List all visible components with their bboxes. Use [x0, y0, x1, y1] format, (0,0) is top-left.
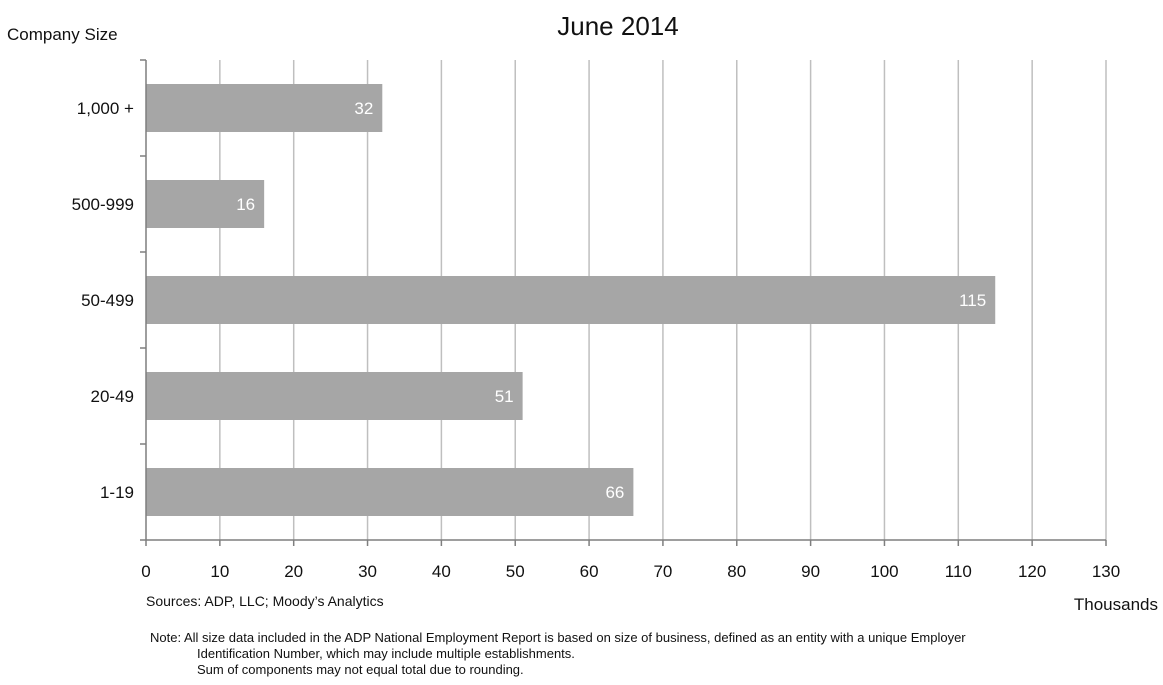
- bar: [146, 180, 265, 228]
- note-text-1: All size data included in the ADP Nation…: [183, 630, 966, 645]
- data-label: 32: [354, 99, 373, 118]
- x-tick-labels: 0 10 20 30 40 50 60 70 80 90 100 110 120 130: [141, 562, 1120, 581]
- note-block: Note: All size data included in the ADP …: [150, 630, 966, 678]
- x-tick-label: 60: [580, 562, 599, 581]
- x-tick-label: 130: [1092, 562, 1120, 581]
- bar: [146, 84, 383, 132]
- x-tick-label: 30: [358, 562, 377, 581]
- chart-title: June 2014: [557, 11, 678, 41]
- note-line-3: Sum of components may not equal total du…: [197, 662, 524, 677]
- x-tick-label: 0: [141, 562, 150, 581]
- x-axis-title: Thousands: [1074, 595, 1158, 614]
- data-labels: 32 16 115 51 66: [236, 99, 986, 502]
- data-label: 115: [959, 291, 986, 310]
- x-tick-label: 20: [284, 562, 303, 581]
- x-tick-label: 120: [1018, 562, 1046, 581]
- bar: [146, 372, 523, 420]
- y-tick-label: 1-19: [100, 483, 134, 502]
- y-tick-label: 20-49: [91, 387, 134, 406]
- y-tick-label: 1,000 +: [77, 99, 134, 118]
- x-tick-label: 100: [870, 562, 898, 581]
- note-line-2: Identification Number, which may include…: [197, 646, 575, 661]
- x-tick-label: 80: [727, 562, 746, 581]
- sources-text: Sources: ADP, LLC; Moody’s Analytics: [146, 593, 384, 609]
- bar: [146, 276, 996, 324]
- note-prefix: Note:: [150, 630, 182, 645]
- y-tick-label: 500-999: [72, 195, 134, 214]
- x-tick-label: 70: [653, 562, 672, 581]
- x-tick-label: 90: [801, 562, 820, 581]
- data-label: 16: [236, 195, 255, 214]
- y-axis-title: Company Size: [7, 25, 118, 44]
- y-tick-labels: 1,000 + 500-999 50-499 20-49 1-19: [72, 99, 134, 502]
- bar: [146, 468, 634, 516]
- x-tick-label: 40: [432, 562, 451, 581]
- data-label: 51: [495, 387, 514, 406]
- axes: [140, 59, 1107, 546]
- y-tick-label: 50-499: [81, 291, 134, 310]
- x-tick-label: 50: [506, 562, 525, 581]
- bars: [146, 84, 996, 516]
- note-line-1: Note: All size data included in the ADP …: [150, 630, 966, 646]
- x-tick-label: 110: [945, 562, 972, 581]
- data-label: 66: [605, 483, 624, 502]
- x-tick-label: 10: [210, 562, 229, 581]
- chart: June 2014 Company Size 0 10 20 30 40 50 60 70 80…: [7, 11, 1158, 614]
